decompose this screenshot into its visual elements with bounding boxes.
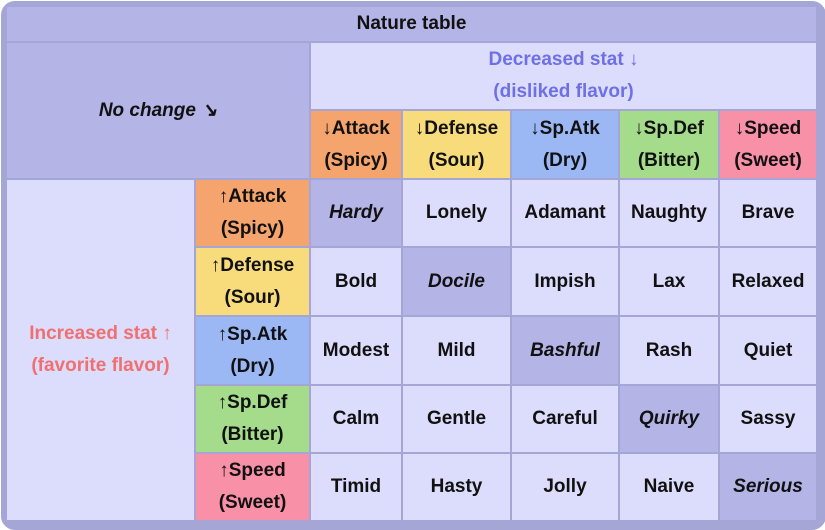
increased-label: Increased stat ↑	[29, 323, 172, 344]
favorite-flavor-label: (favorite flavor)	[31, 355, 170, 376]
nature-cell: Hardy	[311, 180, 401, 246]
column-flavor: (Dry)	[542, 149, 588, 171]
nature-cell: Bashful	[512, 317, 618, 384]
row-flavor: (Sour)	[224, 286, 281, 308]
column-stat: ↓Speed	[734, 117, 802, 139]
nature-cell: Timid	[311, 454, 401, 520]
row-stat: ↑Sp.Atk	[217, 323, 288, 345]
nature-cell: Adamant	[512, 180, 618, 246]
row-header: ↑Defense (Sour)	[196, 248, 309, 315]
row-flavor: (Bitter)	[221, 424, 284, 445]
column-header: ↓Sp.Def (Bitter)	[620, 111, 718, 178]
nature-cell: Lonely	[403, 180, 510, 246]
nature-cell: Modest	[311, 317, 401, 384]
column-header: ↓Defense (Sour)	[403, 111, 510, 178]
no-change-header: No change ↘	[7, 43, 309, 178]
column-header: ↓Sp.Atk (Dry)	[512, 111, 618, 178]
column-flavor: (Sweet)	[734, 149, 802, 171]
nature-cell: Serious	[720, 454, 816, 520]
column-stat: ↓Sp.Atk	[530, 117, 600, 139]
nature-cell: Quirky	[620, 386, 718, 452]
row-stat: ↑Attack	[218, 186, 287, 207]
row-flavor: (Spicy)	[220, 218, 285, 239]
column-stat: ↓Attack	[322, 117, 390, 139]
row-header: ↑Sp.Def (Bitter)	[196, 386, 309, 452]
nature-cell: Gentle	[403, 386, 510, 452]
nature-cell: Bold	[311, 248, 401, 315]
column-flavor: (Sour)	[428, 149, 485, 171]
row-header: ↑Sp.Atk (Dry)	[196, 317, 309, 384]
nature-cell: Calm	[311, 386, 401, 452]
nature-cell: Naughty	[620, 180, 718, 246]
row-stat: ↑Speed	[219, 460, 286, 481]
row-header: ↑Speed (Sweet)	[196, 454, 309, 520]
row-flavor: (Dry)	[230, 355, 275, 377]
column-stat: ↓Sp.Def	[634, 117, 704, 139]
row-stat: ↑Sp.Def	[217, 392, 288, 413]
nature-cell: Sassy	[720, 386, 816, 452]
nature-cell: Hasty	[403, 454, 510, 520]
row-stat: ↑Defense	[210, 254, 295, 276]
decreased-label: Decreased stat ↓	[488, 49, 639, 70]
nature-cell: Careful	[512, 386, 618, 452]
decreased-stat-header: Decreased stat ↓ (disliked flavor)	[311, 43, 816, 109]
table-title: Nature table	[7, 7, 816, 41]
nature-cell: Rash	[620, 317, 718, 384]
column-stat: ↓Defense	[414, 117, 499, 139]
column-flavor: (Spicy)	[324, 149, 388, 171]
column-header: ↓Attack (Spicy)	[311, 111, 401, 178]
nature-cell: Relaxed	[720, 248, 816, 315]
row-header: ↑Attack (Spicy)	[196, 180, 309, 246]
nature-cell: Quiet	[720, 317, 816, 384]
nature-cell: Mild	[403, 317, 510, 384]
increased-stat-header: Increased stat ↑ (favorite flavor)	[7, 180, 194, 520]
nature-cell: Brave	[720, 180, 816, 246]
row-flavor: (Sweet)	[218, 492, 287, 513]
column-flavor: (Bitter)	[637, 149, 701, 171]
nature-cell: Lax	[620, 248, 718, 315]
disliked-flavor-label: (disliked flavor)	[493, 81, 634, 102]
nature-cell: Impish	[512, 248, 618, 315]
nature-cell: Docile	[403, 248, 510, 315]
nature-cell: Naive	[620, 454, 718, 520]
column-header: ↓Speed (Sweet)	[720, 111, 816, 178]
nature-cell: Jolly	[512, 454, 618, 520]
